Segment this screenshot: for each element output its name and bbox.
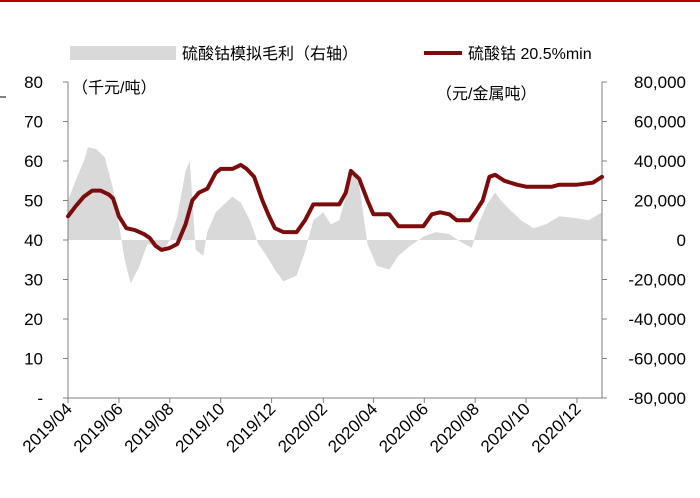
price-line-layer bbox=[66, 162, 604, 252]
right-tick-label: 20,000 bbox=[634, 192, 686, 211]
x-tick-label: 2020/12 bbox=[528, 399, 585, 456]
left-axis-unit: （千元/吨） bbox=[72, 79, 156, 97]
left-tick-label: - bbox=[37, 389, 43, 408]
left-tick-label: 40 bbox=[24, 231, 43, 250]
left-tick-label: 10 bbox=[24, 350, 43, 369]
left-tick-label: 80 bbox=[24, 73, 43, 92]
top-border bbox=[0, 0, 700, 2]
left-tick-label: 30 bbox=[24, 271, 43, 290]
price-line bbox=[66, 162, 604, 252]
axes-layer bbox=[0, 81, 607, 403]
x-tick-label: 2019/04 bbox=[19, 399, 76, 456]
x-tick-label: 2020/04 bbox=[324, 399, 381, 456]
right-tick-label: 80,000 bbox=[634, 73, 686, 92]
x-tick-label: 2020/06 bbox=[375, 399, 432, 456]
x-tick-label: 2020/10 bbox=[477, 399, 534, 456]
x-tick-label: 2019/06 bbox=[70, 399, 127, 456]
x-tick-label: 2019/10 bbox=[172, 399, 229, 456]
x-tick-label: 2019/08 bbox=[121, 399, 178, 456]
left-tick-label: 60 bbox=[24, 152, 43, 171]
legend-line-label: 硫酸钴 20.5%min bbox=[468, 45, 592, 63]
left-tick-label: 20 bbox=[24, 310, 43, 329]
margin-area-layer bbox=[68, 147, 602, 284]
left-tick-label: 50 bbox=[24, 192, 43, 211]
right-tick-label: -80,000 bbox=[628, 389, 686, 408]
right-tick-label: -60,000 bbox=[628, 350, 686, 369]
left-tick-label: 70 bbox=[24, 113, 43, 132]
x-tick-label: 2020/02 bbox=[274, 399, 331, 456]
right-tick-label: -40,000 bbox=[628, 310, 686, 329]
legend-area-label: 硫酸钴模拟毛利（右轴） bbox=[182, 45, 358, 63]
right-axis-unit: （元/金属吨） bbox=[436, 85, 536, 103]
right-tick-label: 40,000 bbox=[634, 152, 686, 171]
right-tick-label: -20,000 bbox=[628, 271, 686, 290]
x-tick-label: 2019/12 bbox=[223, 399, 280, 456]
right-tick-label: 60,000 bbox=[634, 113, 686, 132]
right-tick-label: 0 bbox=[677, 231, 686, 250]
margin-area bbox=[68, 147, 602, 284]
legend-area-swatch bbox=[70, 46, 176, 60]
x-tick-label: 2020/08 bbox=[426, 399, 483, 456]
